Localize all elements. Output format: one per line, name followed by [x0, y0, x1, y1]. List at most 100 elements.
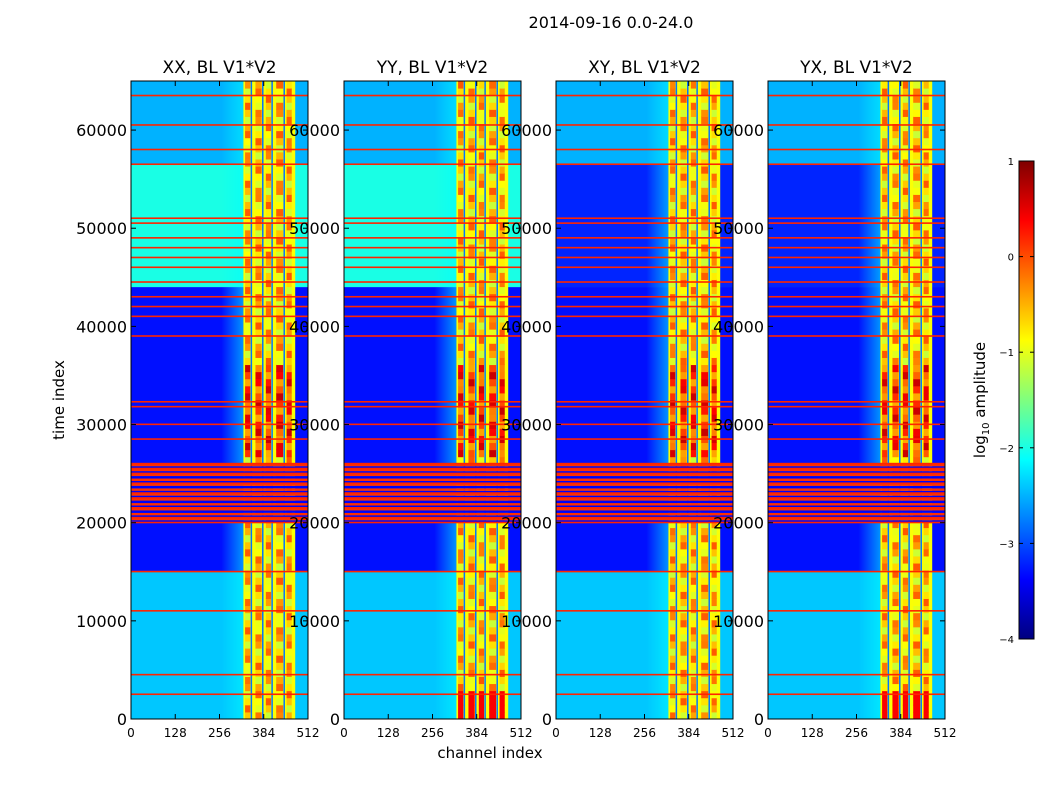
heatmap-cell [690, 116, 697, 125]
heatmap-stripe [344, 485, 521, 489]
flag-line [556, 610, 733, 612]
heatmap-cell [245, 619, 251, 628]
heatmap-cell [255, 158, 262, 167]
heatmap-cell [468, 307, 475, 316]
heatmap-cell [468, 563, 475, 571]
heatmap-cell [882, 570, 888, 578]
heatmap-cell [478, 392, 485, 401]
heatmap-cell [478, 123, 485, 132]
heatmap-cell [286, 555, 292, 564]
heatmap-cell [670, 130, 676, 139]
heatmap-stripe [556, 503, 733, 506]
heatmap-cell [286, 180, 292, 188]
heatmap-cell [245, 400, 251, 408]
heatmap-cell [670, 158, 676, 167]
heatmap-cell [276, 407, 284, 415]
colorbar-tick-label: −4 [999, 635, 1014, 646]
heatmap-cell [499, 555, 505, 564]
heatmap-cell [468, 584, 475, 592]
heatmap-stripe [131, 483, 308, 486]
heatmap-cell [265, 109, 272, 117]
heatmap-cell [245, 350, 251, 358]
heatmap-cell [478, 258, 485, 266]
heatmap-cell [923, 201, 929, 210]
heatmap-cell [670, 697, 676, 706]
heatmap-cell [701, 236, 709, 245]
heatmap-stripe [131, 473, 308, 477]
heatmap-cell [892, 378, 899, 387]
heatmap-cell [255, 598, 262, 607]
heatmap-stripe [344, 468, 521, 472]
flag-line [768, 295, 945, 298]
heatmap-cell [680, 541, 687, 550]
y-tick-label: 10000 [76, 612, 127, 631]
heatmap-cell [690, 314, 697, 323]
flag-line [344, 405, 521, 408]
heatmap-cell [680, 555, 687, 564]
heatmap-cell [711, 307, 717, 316]
heatmap-cell [701, 548, 709, 557]
heatmap-cell [276, 563, 284, 571]
heatmap-cell [902, 222, 909, 231]
heatmap-cell [245, 584, 251, 592]
heatmap-cell [468, 180, 475, 188]
heatmap-cell [489, 88, 497, 96]
heatmap-cell [711, 258, 717, 266]
heatmap-cell [265, 151, 272, 160]
heatmap-cell [245, 208, 251, 217]
flag-line [768, 467, 945, 470]
heatmap-cell [489, 669, 497, 677]
heatmap-cell [913, 272, 921, 280]
heatmap-cell [690, 704, 697, 713]
heatmap-cell [892, 612, 899, 621]
heatmap-stripe [131, 488, 308, 491]
heatmap-cell [913, 265, 921, 273]
heatmap-cell [255, 173, 262, 181]
heatmap-cell [245, 343, 251, 351]
heatmap-cell [499, 88, 505, 96]
heatmap-cell [458, 130, 464, 139]
heatmap-cell [458, 173, 464, 181]
heatmap-cell [670, 527, 676, 536]
heatmap-cell [902, 577, 909, 585]
heatmap-cell [458, 364, 464, 373]
heatmap-cell [255, 534, 262, 543]
heatmap-cell [489, 194, 497, 203]
flag-line [344, 693, 521, 696]
heatmap-cell [286, 378, 292, 387]
heatmap-cell [255, 251, 262, 259]
heatmap-cell [711, 428, 717, 436]
heatmap-cell [701, 151, 709, 160]
heatmap-cell [265, 428, 272, 436]
heatmap-cell [670, 251, 676, 259]
heatmap-cell [680, 109, 687, 117]
heatmap-cell [265, 215, 272, 224]
heatmap-cell [892, 541, 899, 550]
heatmap-stripe [556, 512, 733, 516]
flag-line [556, 497, 733, 499]
heatmap-cell [489, 329, 497, 337]
heatmap-cell [892, 626, 899, 635]
heatmap-cell [489, 641, 497, 649]
heatmap-cell [489, 541, 497, 550]
heatmap-cell [276, 662, 284, 670]
heatmap-cell [892, 144, 899, 153]
heatmap-cell [680, 449, 687, 458]
heatmap-cell [902, 697, 909, 706]
heatmap-cell [489, 265, 497, 273]
heatmap-cell [913, 95, 921, 103]
heatmap-cell [690, 173, 697, 181]
heatmap-cell [892, 456, 899, 465]
heatmap-cell [892, 95, 899, 103]
flag-line [556, 148, 733, 151]
heatmap-cell [902, 357, 909, 366]
heatmap-cell [255, 180, 262, 188]
heatmap-cell [882, 392, 888, 401]
heatmap-cell [265, 407, 272, 415]
heatmap-cell [892, 208, 899, 217]
heatmap-cell [286, 166, 292, 174]
y-tick-label: 20000 [76, 514, 127, 533]
heatmap-stripe [131, 493, 308, 496]
heatmap-cell [468, 329, 475, 337]
heatmap-cell [670, 357, 676, 366]
